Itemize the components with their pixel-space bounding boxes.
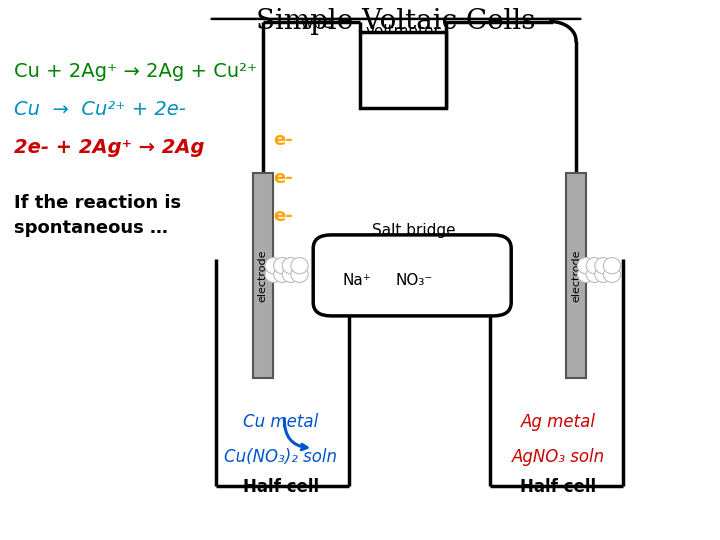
Text: Half cell: Half cell <box>520 478 596 496</box>
FancyBboxPatch shape <box>253 173 273 378</box>
Ellipse shape <box>282 258 300 274</box>
Text: If the reaction is
spontaneous …: If the reaction is spontaneous … <box>14 194 181 238</box>
Text: 2e- + 2Ag⁺ → 2Ag: 2e- + 2Ag⁺ → 2Ag <box>14 138 205 157</box>
Text: NO₃⁻: NO₃⁻ <box>395 273 433 288</box>
FancyBboxPatch shape <box>313 235 511 316</box>
Text: electrode: electrode <box>258 249 268 302</box>
Ellipse shape <box>265 266 282 282</box>
Ellipse shape <box>274 258 291 274</box>
Text: Simple Voltaic Cells: Simple Voltaic Cells <box>256 8 536 35</box>
Text: Na⁺: Na⁺ <box>342 273 371 288</box>
Text: Cu(NO₃)₂ soln: Cu(NO₃)₂ soln <box>225 448 337 466</box>
Text: Cu  →  Cu²⁺ + 2e-: Cu → Cu²⁺ + 2e- <box>14 100 186 119</box>
Text: electrode: electrode <box>571 249 581 302</box>
Ellipse shape <box>603 266 621 282</box>
Ellipse shape <box>274 266 291 282</box>
Text: Salt bridge: Salt bridge <box>372 222 456 238</box>
Ellipse shape <box>282 266 300 282</box>
Ellipse shape <box>577 266 595 282</box>
Text: wire: wire <box>301 16 333 31</box>
Text: e-: e- <box>274 169 293 187</box>
Ellipse shape <box>586 258 603 274</box>
Ellipse shape <box>595 266 612 282</box>
Text: e-: e- <box>274 207 293 225</box>
Text: AgNO₃ soln: AgNO₃ soln <box>511 448 605 466</box>
Text: e-: e- <box>274 131 293 150</box>
Ellipse shape <box>603 258 621 274</box>
Ellipse shape <box>291 266 308 282</box>
Ellipse shape <box>595 258 612 274</box>
Ellipse shape <box>291 258 308 274</box>
Text: Cu + 2Ag⁺ → 2Ag + Cu²⁺: Cu + 2Ag⁺ → 2Ag + Cu²⁺ <box>14 62 258 81</box>
Ellipse shape <box>586 266 603 282</box>
Text: voltmeter: voltmeter <box>366 24 441 39</box>
Ellipse shape <box>577 258 595 274</box>
Ellipse shape <box>265 258 282 274</box>
Text: Half cell: Half cell <box>243 478 319 496</box>
Text: Cu metal: Cu metal <box>243 413 318 431</box>
Text: Ag metal: Ag metal <box>521 413 595 431</box>
FancyBboxPatch shape <box>566 173 586 378</box>
FancyBboxPatch shape <box>360 32 446 108</box>
